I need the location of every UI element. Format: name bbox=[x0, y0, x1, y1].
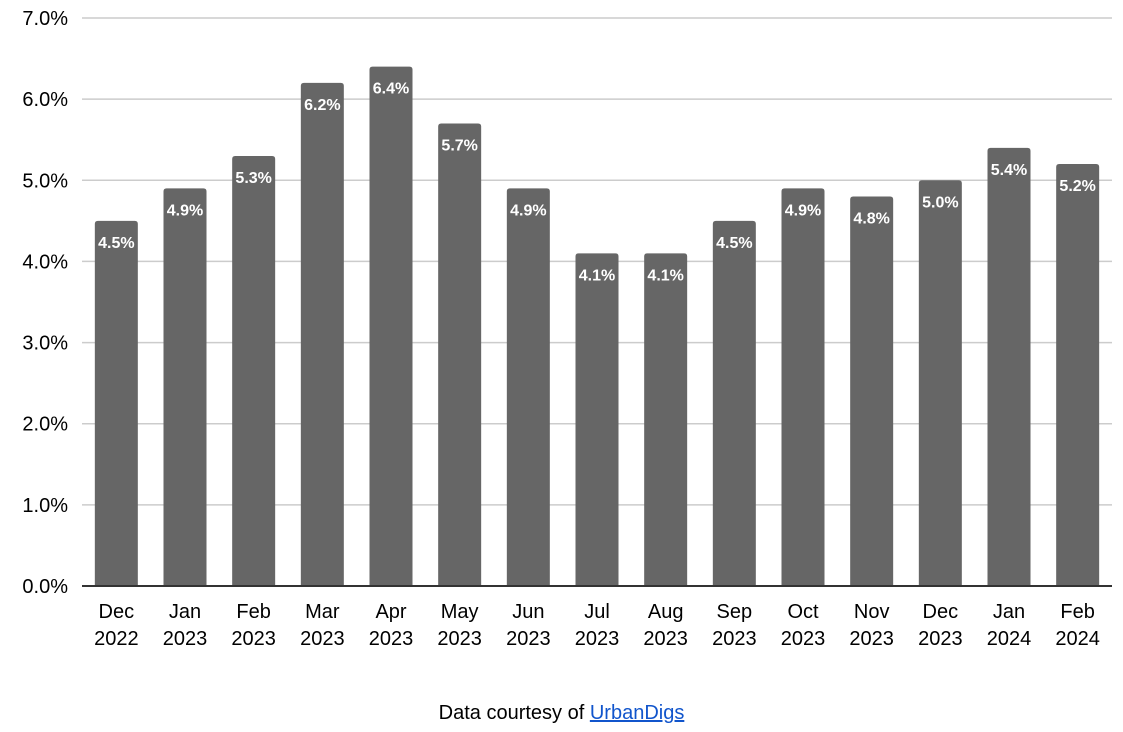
x-tick-label-month: Mar bbox=[305, 601, 340, 623]
bar bbox=[232, 155, 276, 586]
x-tick-label-year: 2024 bbox=[1055, 628, 1100, 650]
x-tick-label-month: Feb bbox=[236, 601, 270, 623]
x-tick-label-year: 2023 bbox=[300, 628, 345, 650]
x-tick-label-year: 2023 bbox=[369, 628, 414, 650]
data-label: 4.1% bbox=[579, 267, 615, 284]
data-label: 5.0% bbox=[922, 194, 958, 211]
x-tick-label-month: Sep bbox=[717, 601, 753, 623]
data-label: 4.9% bbox=[167, 202, 203, 219]
bar bbox=[918, 180, 962, 587]
x-tick-label-year: 2023 bbox=[781, 628, 826, 650]
bar bbox=[712, 220, 756, 586]
bar bbox=[369, 66, 413, 586]
x-tick-label-year: 2023 bbox=[918, 628, 963, 650]
y-axis-tick-labels: 0.0% 1.0% 2.0% 3.0% 4.0% 5.0% 6.0% 7.0% bbox=[22, 8, 68, 598]
bar bbox=[850, 196, 894, 586]
y-tick-label: 1.0% bbox=[22, 495, 68, 517]
x-tick-label-month: Jan bbox=[169, 601, 201, 623]
y-tick-label: 0.0% bbox=[22, 576, 68, 598]
credit-prefix: Data courtesy of bbox=[438, 702, 590, 724]
data-labels: 4.5% 4.9% 5.3% 6.2% 6.4% 5.7% 4.9% 4.1% 4.1% 4.5%… bbox=[97, 79, 1098, 286]
x-tick-label-month: Jul bbox=[584, 601, 610, 623]
bar bbox=[438, 123, 482, 586]
bar bbox=[506, 188, 550, 586]
x-tick-label-year: 2024 bbox=[987, 628, 1032, 650]
urbandigs-link[interactable]: UrbanDigs bbox=[589, 702, 685, 724]
x-tick-label-year: 2023 bbox=[849, 628, 894, 650]
bars bbox=[94, 66, 1100, 587]
x-tick-label-month: Jun bbox=[512, 601, 544, 623]
bar bbox=[644, 253, 688, 587]
x-tick-label-year: 2023 bbox=[437, 628, 482, 650]
bar bbox=[781, 188, 825, 586]
data-label: 6.4% bbox=[373, 81, 409, 98]
bar bbox=[1056, 164, 1100, 587]
y-tick-label: 7.0% bbox=[22, 8, 68, 30]
data-credit: Data courtesy of UrbanDigs bbox=[0, 702, 1123, 725]
y-tick-label: 2.0% bbox=[22, 414, 68, 436]
x-tick-label-year: 2022 bbox=[94, 628, 139, 650]
x-tick-label-month: Jan bbox=[993, 601, 1025, 623]
bar bbox=[163, 188, 207, 586]
x-tick-label-month: May bbox=[441, 601, 479, 623]
x-tick-label-year: 2023 bbox=[712, 628, 757, 650]
x-tick-label-year: 2023 bbox=[643, 628, 688, 650]
y-tick-label: 4.0% bbox=[22, 251, 68, 273]
bar bbox=[987, 147, 1031, 587]
bar bbox=[575, 253, 619, 587]
y-tick-label: 6.0% bbox=[22, 89, 68, 111]
x-tick-label-month: Dec bbox=[99, 601, 135, 623]
x-tick-label-year: 2023 bbox=[231, 628, 276, 650]
bar bbox=[94, 220, 138, 586]
data-label: 4.8% bbox=[853, 211, 889, 228]
x-tick-label-year: 2023 bbox=[506, 628, 551, 650]
data-label: 4.1% bbox=[647, 267, 683, 284]
x-tick-label-month: Aug bbox=[648, 601, 684, 623]
data-label: 6.2% bbox=[304, 97, 340, 114]
x-tick-label-month: Apr bbox=[375, 601, 406, 623]
y-tick-label: 5.0% bbox=[22, 170, 68, 192]
y-tick-label: 3.0% bbox=[22, 333, 68, 355]
x-tick-label-month: Feb bbox=[1060, 601, 1094, 623]
data-label: 4.5% bbox=[716, 235, 752, 252]
x-tick-label-month: Nov bbox=[854, 601, 890, 623]
data-label: 5.4% bbox=[991, 162, 1027, 179]
data-label: 4.9% bbox=[785, 202, 821, 219]
x-tick-label-year: 2023 bbox=[163, 628, 208, 650]
data-label: 4.9% bbox=[510, 202, 546, 219]
data-label: 5.3% bbox=[235, 170, 271, 187]
x-tick-label-year: 2023 bbox=[575, 628, 620, 650]
bar bbox=[300, 82, 344, 587]
x-axis-tick-labels: Dec 2022 Jan 2023 Feb 2023 Mar 2023 Apr 2023 May 20… bbox=[94, 601, 1100, 650]
x-tick-label-month: Dec bbox=[923, 601, 959, 623]
data-label: 5.7% bbox=[441, 137, 477, 154]
data-label: 5.2% bbox=[1059, 178, 1095, 195]
x-tick-label-month: Oct bbox=[787, 601, 819, 623]
data-label: 4.5% bbox=[98, 235, 134, 252]
